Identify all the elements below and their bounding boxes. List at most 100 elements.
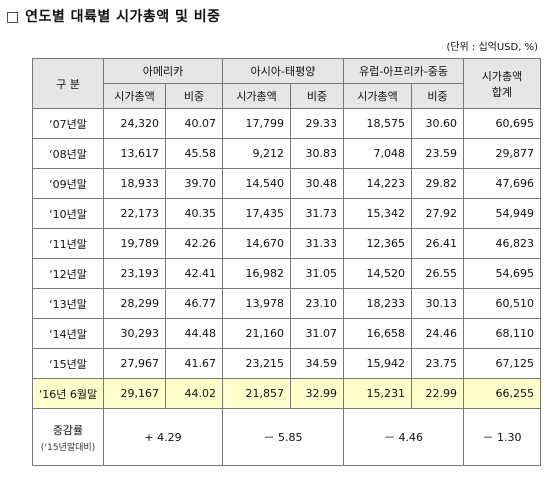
- subheader: 비중: [164, 83, 224, 109]
- group-header: 아메리카: [102, 58, 224, 84]
- change-label-text: 증감률: [52, 423, 84, 437]
- cell: 31.33: [290, 228, 345, 259]
- cell: 16,982: [222, 258, 292, 289]
- cell: 60,695: [463, 108, 542, 139]
- title: □ 연도별 대륙별 시가총액 및 비중: [6, 9, 221, 25]
- cell: 14,670: [222, 228, 292, 259]
- unit-note: (단위 : 십억USD, %): [446, 42, 538, 53]
- cell: 15,342: [343, 198, 413, 229]
- change-value: － 1.30: [463, 408, 542, 466]
- change-value: － 5.85: [222, 408, 345, 466]
- cell: 23.10: [290, 288, 345, 319]
- subheader: 시가총액: [343, 83, 413, 109]
- change-row: 증감률 (‘15년말대비) + 4.29 － 5.85 － 4.46 － 1.30: [32, 408, 542, 466]
- cell: 18,933: [103, 168, 166, 199]
- cell: 23,215: [222, 348, 292, 379]
- data-row: ‘12년말 23,193 42.41 16,982 31.05 14,520 26.55 54…: [32, 258, 542, 289]
- header-row: 구 분 아메리카 아시아-태평양 유럽-아프리카-중동 시가총액 합계: [32, 58, 542, 109]
- subheader: 비중: [290, 83, 345, 109]
- subheader: 시가총액: [103, 83, 166, 109]
- change-sublabel: (‘15년말대비): [40, 442, 96, 453]
- change-value: － 4.46: [343, 408, 465, 466]
- table-head: 구 분 아메리카 아시아-태평양 유럽-아프리카-중동 시가총액 합계 시가총액 비중 시가총액…: [32, 58, 542, 109]
- cell: 30.83: [290, 138, 345, 169]
- cell: 12,365: [343, 228, 413, 259]
- cell: 40.07: [164, 108, 224, 139]
- cell: 29,167: [103, 378, 166, 409]
- change-label: 증감률 (‘15년말대비): [32, 408, 104, 466]
- cell: 60,510: [463, 288, 542, 319]
- total-header-line: 합계: [491, 85, 513, 99]
- cell: 31.73: [290, 198, 345, 229]
- data-row: ‘15년말 27,967 41.67 23,215 34.59 15,942 23.75 67…: [32, 348, 542, 379]
- data-row: ‘11년말 19,789 42.26 14,670 31.33 12,365 26.41 46…: [32, 228, 542, 259]
- cell: 30.48: [290, 168, 345, 199]
- cell: 29.33: [290, 108, 345, 139]
- cell: 18,575: [343, 108, 413, 139]
- cell: 14,540: [222, 168, 292, 199]
- cell: 24.46: [411, 318, 465, 349]
- data-row: ‘08년말 13,617 45.58 9,212 30.83 7,048 23.59 29,8…: [32, 138, 542, 169]
- cell: 30.13: [411, 288, 465, 319]
- row-label: ‘11년말: [32, 228, 104, 259]
- label-header: 구 분: [32, 58, 104, 109]
- cell: 26.41: [411, 228, 465, 259]
- row-label: ‘14년말: [32, 318, 104, 349]
- cell: 15,231: [343, 378, 413, 409]
- cell: 16,658: [343, 318, 413, 349]
- cell: 21,160: [222, 318, 292, 349]
- cell: 9,212: [222, 138, 292, 169]
- cell: 13,978: [222, 288, 292, 319]
- cell: 54,949: [463, 198, 542, 229]
- cell: 14,520: [343, 258, 413, 289]
- row-label: ‘15년말: [32, 348, 104, 379]
- cell: 22,173: [103, 198, 166, 229]
- row-label: ‘09년말: [32, 168, 104, 199]
- cell: 31.05: [290, 258, 345, 289]
- data-row: ‘09년말 18,933 39.70 14,540 30.48 14,223 29.82 47…: [32, 168, 542, 199]
- cell: 42.41: [164, 258, 224, 289]
- cell: 30.60: [411, 108, 465, 139]
- data-row: ‘07년말 24,320 40.07 17,799 29.33 18,575 30.60 60…: [32, 108, 542, 139]
- cell: 41.67: [164, 348, 224, 379]
- cell: 67,125: [463, 348, 542, 379]
- cell: 31.07: [290, 318, 345, 349]
- row-label: ‘16년 6월말: [32, 378, 104, 409]
- cell: 42.26: [164, 228, 224, 259]
- cell: 26.55: [411, 258, 465, 289]
- row-label: ‘12년말: [32, 258, 104, 289]
- cell: 15,942: [343, 348, 413, 379]
- group-header: 유럽-아프리카-중동: [343, 58, 465, 84]
- cell: 44.02: [164, 378, 224, 409]
- data-row: ‘14년말 30,293 44.48 21,160 31.07 16,658 24.46 68…: [32, 318, 542, 349]
- change-value: + 4.29: [102, 408, 224, 466]
- cell: 66,255: [463, 378, 542, 409]
- cell: 32.99: [290, 378, 345, 409]
- cell: 45.58: [164, 138, 224, 169]
- cell: 17,435: [222, 198, 292, 229]
- cell: 27.92: [411, 198, 465, 229]
- subheader: 시가총액: [222, 83, 292, 109]
- cell: 23,193: [103, 258, 166, 289]
- table-body: ‘07년말 24,320 40.07 17,799 29.33 18,575 30.60 60…: [32, 108, 542, 466]
- cell: 28,299: [103, 288, 166, 319]
- cell: 7,048: [343, 138, 413, 169]
- data-row: ‘10년말 22,173 40.35 17,435 31.73 15,342 27.92 54…: [32, 198, 542, 229]
- cell: 19,789: [103, 228, 166, 259]
- cell: 34.59: [290, 348, 345, 379]
- cell: 46,823: [463, 228, 542, 259]
- cell: 39.70: [164, 168, 224, 199]
- cell: 68,110: [463, 318, 542, 349]
- row-label: ‘08년말: [32, 138, 104, 169]
- row-label: ‘10년말: [32, 198, 104, 229]
- data-row: ‘13년말 28,299 46.77 13,978 23.10 18,233 30.13 60…: [32, 288, 542, 319]
- total-header-line: 시가총액: [481, 69, 523, 83]
- cell: 17,799: [222, 108, 292, 139]
- cell: 29.82: [411, 168, 465, 199]
- cell: 46.77: [164, 288, 224, 319]
- cell: 22.99: [411, 378, 465, 409]
- cell: 54,695: [463, 258, 542, 289]
- cell: 30,293: [103, 318, 166, 349]
